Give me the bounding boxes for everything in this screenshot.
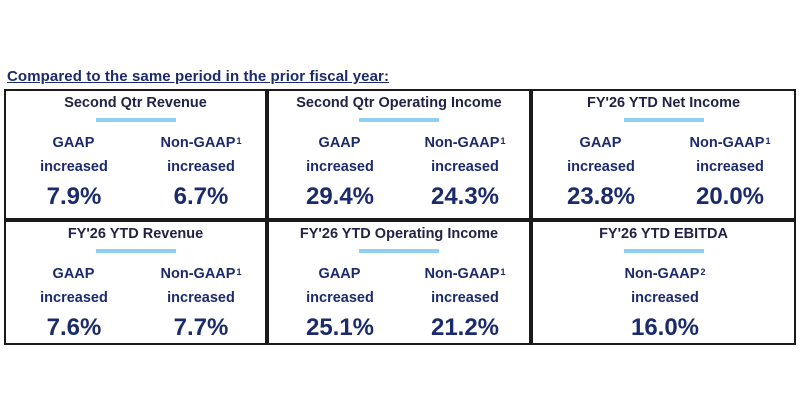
- footnote-marker: 2: [700, 267, 706, 277]
- metric-gaap: GAAP increased 25.1%: [280, 262, 400, 343]
- metric-value: 7.6%: [46, 314, 102, 341]
- metric-value: 25.1%: [305, 314, 375, 341]
- metric-direction: increased: [40, 290, 108, 306]
- metric-direction: increased: [306, 159, 374, 175]
- card-fy26-ytd-revenue: FY'26 YTD Revenue GAAP increased 7.6% No…: [4, 220, 267, 345]
- card-title: Second Qtr Revenue: [64, 95, 207, 111]
- metric-value: 20.0%: [695, 183, 765, 210]
- metric-direction: increased: [696, 159, 764, 175]
- metric-direction: increased: [631, 290, 699, 306]
- metric-direction: increased: [431, 159, 499, 175]
- metric-direction: increased: [567, 159, 635, 175]
- metric-label: Non-GAAP1: [424, 135, 506, 151]
- card-title: FY'26 YTD Net Income: [586, 95, 741, 111]
- metric-direction: increased: [167, 290, 235, 306]
- metric-non-gaap: Non-GAAP1 increased 24.3%: [405, 131, 525, 212]
- metric-gaap: GAAP increased 7.9%: [14, 131, 134, 212]
- metric-direction: increased: [431, 290, 499, 306]
- title-underline: [623, 118, 704, 122]
- results-grid: Second Qtr Revenue GAAP increased 7.9% N…: [4, 89, 796, 345]
- metric-direction: increased: [306, 290, 374, 306]
- metric-gaap: GAAP increased 23.8%: [541, 131, 661, 212]
- footnote-marker: 1: [500, 267, 506, 277]
- card-fy26-ytd-net-income: FY'26 YTD Net Income GAAP increased 23.8…: [531, 89, 796, 220]
- metric-gaap: GAAP increased 7.6%: [14, 262, 134, 343]
- metric-value: 23.8%: [566, 183, 636, 210]
- card-second-qtr-operating-income: Second Qtr Operating Income GAAP increas…: [267, 89, 531, 220]
- card-title: FY'26 YTD Revenue: [67, 226, 204, 242]
- card-title: FY'26 YTD Operating Income: [299, 226, 499, 242]
- metric-direction: increased: [40, 159, 108, 175]
- title-underline: [359, 118, 439, 122]
- metric-non-gaap: Non-GAAP1 increased 7.7%: [141, 262, 261, 343]
- metric-label: Non-GAAP1: [160, 266, 242, 282]
- metric-label: Non-GAAP1: [424, 266, 506, 282]
- metric-non-gaap: Non-GAAP1 increased 6.7%: [141, 131, 261, 212]
- metric-label: Non-GAAP1: [160, 135, 242, 151]
- metric-label: GAAP: [318, 266, 361, 282]
- metric-value: 7.7%: [173, 314, 229, 341]
- title-underline: [359, 249, 439, 253]
- metric-label: Non-GAAP1: [689, 135, 771, 151]
- footnote-marker: 1: [236, 267, 242, 277]
- footnote-marker: 1: [236, 136, 242, 146]
- section-heading: Compared to the same period in the prior…: [7, 68, 390, 85]
- title-underline: [95, 249, 176, 253]
- metric-non-gaap: Non-GAAP1 increased 20.0%: [670, 131, 790, 212]
- card-fy26-ytd-operating-income: FY'26 YTD Operating Income GAAP increase…: [267, 220, 531, 345]
- metric-gaap: GAAP increased 29.4%: [280, 131, 400, 212]
- metric-label: GAAP: [52, 266, 95, 282]
- title-underline: [95, 118, 176, 122]
- metric-value: 6.7%: [173, 183, 229, 210]
- metric-label: Non-GAAP2: [624, 266, 706, 282]
- metric-value: 16.0%: [630, 314, 700, 341]
- card-second-qtr-revenue: Second Qtr Revenue GAAP increased 7.9% N…: [4, 89, 267, 220]
- footnote-marker: 1: [500, 136, 506, 146]
- card-fy26-ytd-ebitda: FY'26 YTD EBITDA Non-GAAP2 increased 16.…: [531, 220, 796, 345]
- metric-non-gaap: Non-GAAP2 increased 16.0%: [605, 262, 725, 343]
- metric-label: GAAP: [318, 135, 361, 151]
- footnote-marker: 1: [765, 136, 771, 146]
- metric-value: 29.4%: [305, 183, 375, 210]
- metric-value: 24.3%: [430, 183, 500, 210]
- metric-non-gaap: Non-GAAP1 increased 21.2%: [405, 262, 525, 343]
- metric-direction: increased: [167, 159, 235, 175]
- metric-label: GAAP: [52, 135, 95, 151]
- metric-value: 7.9%: [46, 183, 102, 210]
- title-underline: [623, 249, 704, 253]
- card-title: Second Qtr Operating Income: [296, 95, 502, 111]
- card-title: FY'26 YTD EBITDA: [599, 226, 728, 242]
- metric-value: 21.2%: [430, 314, 500, 341]
- metric-label: GAAP: [579, 135, 622, 151]
